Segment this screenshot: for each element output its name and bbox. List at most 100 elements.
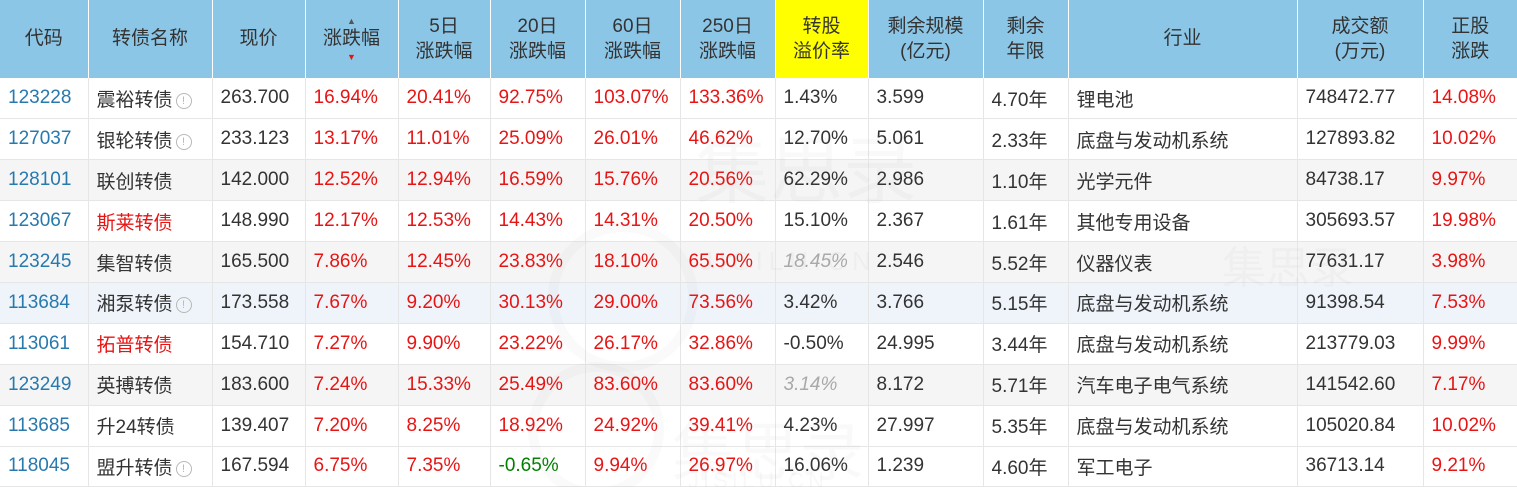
col-header-label: 转债名称 (111, 28, 188, 50)
cell-name[interactable]: 银轮转债! (88, 118, 213, 161)
col-header-premium[interactable]: 转股 溢价率 (775, 0, 869, 78)
col-header-price[interactable]: 现价 (212, 0, 306, 78)
info-icon[interactable]: ! (175, 133, 192, 150)
table-row: 123228 震裕转债! 263.700 16.94% 20.41% 92.75% 103.… (0, 78, 1517, 120)
cell-name[interactable]: 湘泵转债! (88, 282, 213, 324)
col-header-label: 20日 (517, 15, 558, 37)
cell-chg60: 14.31% (585, 200, 681, 243)
bond-name[interactable]: 盟升转债 (96, 457, 173, 479)
cell-price: 167.594 (212, 446, 306, 487)
bond-name[interactable]: 英搏转债 (96, 376, 173, 398)
cell-code[interactable]: 128101 (0, 159, 89, 202)
col-header-label: 250日 (702, 15, 753, 37)
cell-code[interactable]: 127037 (0, 118, 89, 161)
col-header-label: 正股 (1451, 15, 1490, 37)
bond-name[interactable]: 升24转债 (96, 417, 175, 439)
cell-chg250: 65.50% (680, 241, 776, 283)
col-header-name[interactable]: 转债名称 (88, 0, 213, 78)
cell-turnover: 305693.57 (1297, 200, 1424, 243)
col-header-stock[interactable]: 正股 涨跌 (1423, 0, 1517, 78)
cell-stock: 10.02% (1423, 405, 1517, 447)
cell-years: 3.44年 (983, 323, 1069, 365)
cell-name[interactable]: 拓普转债 (88, 323, 213, 365)
col-header-label: 溢价率 (792, 41, 850, 62)
col-header-label: 涨跌幅 (415, 41, 473, 62)
info-icon[interactable]: ! (175, 460, 192, 477)
col-header-chg60[interactable]: 60日 涨跌幅 (585, 0, 681, 78)
cell-chg: 7.27% (305, 323, 399, 365)
cell-chg5: 20.41% (398, 78, 491, 120)
table-row: 123245 集智转债 165.500 7.86% 12.45% 23.83% 18.10%… (0, 241, 1517, 283)
cell-years: 5.15年 (983, 282, 1069, 324)
cell-name[interactable]: 集智转债 (88, 241, 213, 283)
cell-turnover: 748472.77 (1297, 78, 1424, 120)
cell-industry: 仪器仪表 (1068, 241, 1298, 283)
cell-turnover: 91398.54 (1297, 282, 1424, 324)
col-header-industry[interactable]: 行业 (1068, 0, 1298, 78)
bond-name[interactable]: 震裕转债 (96, 89, 173, 111)
col-header-chg[interactable]: ▲ 涨跌幅 ▼ (305, 0, 399, 78)
cell-size: 2.546 (868, 241, 984, 283)
sort-asc-icon[interactable]: ▲ (347, 16, 356, 27)
cell-name[interactable]: 英搏转债 (88, 364, 213, 406)
cell-industry: 锂电池 (1068, 78, 1298, 120)
cell-chg250: 39.41% (680, 405, 776, 447)
cell-chg60: 26.17% (585, 323, 681, 365)
sort-desc-icon[interactable]: ▼ (347, 51, 356, 62)
cell-code[interactable]: 123228 (0, 78, 89, 120)
cell-name[interactable]: 斯莱转债 (88, 200, 213, 243)
cell-chg5: 15.33% (398, 364, 491, 406)
col-header-label: 涨跌幅 (322, 28, 380, 50)
col-header-chg5[interactable]: 5日 涨跌幅 (398, 0, 491, 78)
col-header-label: (万元) (1334, 41, 1386, 62)
cell-chg250: 20.50% (680, 200, 776, 243)
cell-years: 5.52年 (983, 241, 1069, 283)
col-header-years[interactable]: 剩余 年限 (983, 0, 1069, 78)
cell-code[interactable]: 118045 (0, 446, 89, 487)
cell-premium: 18.45% (775, 241, 869, 283)
cell-industry: 其他专用设备 (1068, 200, 1298, 243)
cell-code[interactable]: 113061 (0, 323, 89, 365)
info-icon[interactable]: ! (175, 297, 192, 314)
col-header-chg250[interactable]: 250日 涨跌幅 (680, 0, 776, 78)
cell-chg: 6.75% (305, 446, 399, 487)
table-row: 118045 盟升转债! 167.594 6.75% 7.35% -0.65% 9.94% 2… (0, 446, 1517, 487)
cell-code[interactable]: 123067 (0, 200, 89, 243)
col-header-label: 年限 (1006, 41, 1045, 62)
cell-stock: 10.02% (1423, 118, 1517, 161)
table-row: 113061 拓普转债 154.710 7.27% 9.90% 23.22% 26.17% 3… (0, 323, 1517, 365)
bond-name[interactable]: 拓普转债 (96, 335, 173, 357)
cell-name[interactable]: 震裕转债! (88, 78, 213, 120)
cell-name[interactable]: 联创转债 (88, 159, 213, 202)
cell-turnover: 127893.82 (1297, 118, 1424, 161)
col-header-size[interactable]: 剩余规模 (亿元) (868, 0, 984, 78)
cell-code[interactable]: 123249 (0, 364, 89, 406)
cell-price: 263.700 (212, 78, 306, 120)
cell-chg: 7.20% (305, 405, 399, 447)
cell-code[interactable]: 123245 (0, 241, 89, 283)
cell-chg: 7.86% (305, 241, 399, 283)
bond-name[interactable]: 斯莱转债 (96, 212, 173, 234)
cell-code[interactable]: 113684 (0, 282, 89, 324)
bond-name[interactable]: 银轮转债 (96, 130, 173, 152)
cell-chg20: -0.65% (490, 446, 586, 487)
cell-chg20: 14.43% (490, 200, 586, 243)
cell-size: 8.172 (868, 364, 984, 406)
col-header-turnover[interactable]: 成交额 (万元) (1297, 0, 1424, 78)
cell-name[interactable]: 升24转债 (88, 405, 213, 447)
cell-stock: 9.97% (1423, 159, 1517, 202)
cell-name[interactable]: 盟升转债! (88, 446, 213, 487)
cell-code[interactable]: 113685 (0, 405, 89, 447)
table-row: 113685 升24转债 139.407 7.20% 8.25% 18.92% 24.92%… (0, 405, 1517, 447)
cell-stock: 9.99% (1423, 323, 1517, 365)
col-header-code[interactable]: 代码 (0, 0, 89, 78)
bond-name[interactable]: 联创转债 (96, 171, 173, 193)
cell-chg60: 24.92% (585, 405, 681, 447)
col-header-chg20[interactable]: 20日 涨跌幅 (490, 0, 586, 78)
bond-name[interactable]: 集智转债 (96, 253, 173, 275)
bond-name[interactable]: 湘泵转债 (96, 294, 173, 316)
cell-chg: 13.17% (305, 118, 399, 161)
table-header: 代码 转债名称 现价 ▲ 涨跌幅 ▼ 5日 涨跌幅 20日 涨跌幅 60日 涨跌幅 250日 涨跌幅 转股溢… (0, 0, 1517, 78)
col-header-label: 涨跌 (1451, 41, 1490, 62)
info-icon[interactable]: ! (175, 92, 192, 109)
